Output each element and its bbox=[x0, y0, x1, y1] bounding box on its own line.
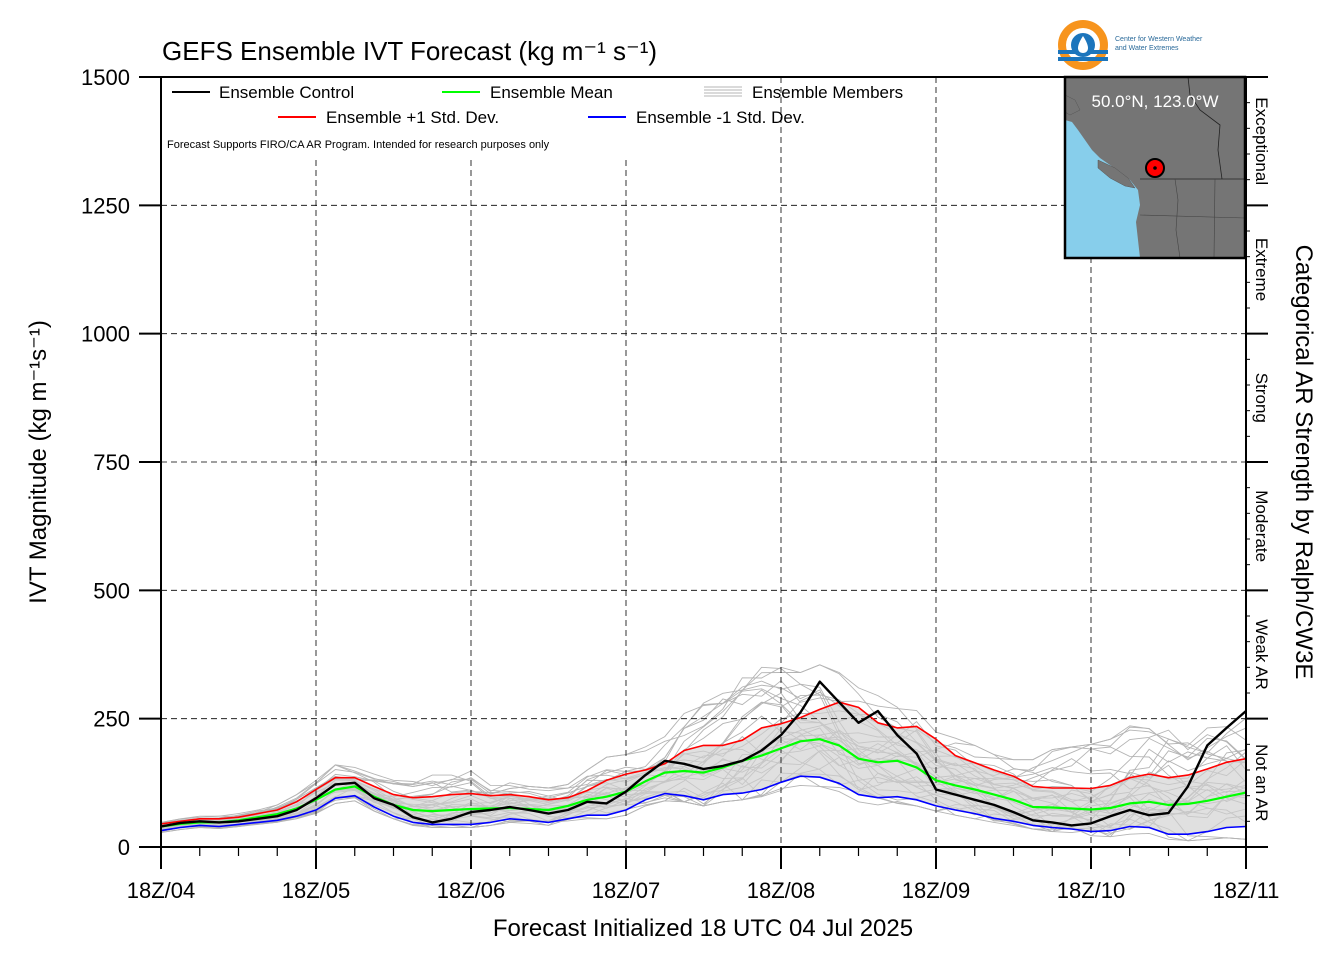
legend-label-mean: Ensemble Mean bbox=[490, 83, 613, 102]
right-axis-title: Categorical AR Strength by Ralph/CW3E bbox=[1290, 245, 1317, 680]
x-tick-label: 18Z/07 bbox=[592, 878, 661, 903]
inset-map-state-line bbox=[1174, 178, 1181, 259]
grid-lines bbox=[161, 77, 1246, 847]
category-label: Moderate bbox=[1252, 490, 1271, 562]
legend-label-minus-std: Ensemble -1 Std. Dev. bbox=[636, 108, 805, 127]
plus-std-line bbox=[160, 701, 1247, 825]
category-label: Exceptional bbox=[1252, 97, 1271, 185]
inset-map-state-line-3 bbox=[1139, 214, 1246, 219]
inset-map-province-line bbox=[1187, 76, 1223, 180]
disclaimer-note: Forecast Supports FIRO/CA AR Program. In… bbox=[167, 139, 550, 151]
y-tick-label: 750 bbox=[93, 450, 130, 475]
x-tick-label: 18Z/04 bbox=[127, 878, 196, 903]
inset-map-frame bbox=[1063, 75, 1247, 260]
inset-map-ocean bbox=[1065, 120, 1140, 258]
series-lines bbox=[160, 680, 1247, 836]
x-tick-label: 18Z/11 bbox=[1213, 878, 1280, 903]
ensemble-member-line bbox=[160, 666, 1247, 827]
inset-map: 50.0°N, 123.0°W bbox=[1063, 75, 1247, 260]
y-axis: 0 250 500 750 1000 1250 1500 bbox=[81, 65, 1250, 860]
legend-label-plus-std: Ensemble +1 Std. Dev. bbox=[326, 108, 499, 127]
legend: Ensemble Control Ensemble Mean Ensemble … bbox=[167, 83, 903, 151]
location-marker-center bbox=[1153, 166, 1157, 170]
ensemble-control-line bbox=[160, 680, 1247, 828]
minus-std-line bbox=[160, 775, 1247, 836]
category-axis: Not an AR Weak AR Moderate Strong Extreme Exc… bbox=[1246, 76, 1271, 848]
inset-map-state-line-2 bbox=[1213, 178, 1216, 259]
logo-text-line2: and Water Extremes bbox=[1115, 45, 1179, 52]
category-label: Weak AR bbox=[1252, 619, 1271, 690]
cw3e-logo: Center for Western Weather and Water Ext… bbox=[1058, 20, 1203, 70]
logo-text-line1: Center for Western Weather bbox=[1115, 36, 1203, 43]
category-label: Strong bbox=[1252, 373, 1271, 423]
inset-map-location-label: 50.0°N, 123.0°W bbox=[1092, 92, 1219, 111]
ensemble-mean-line bbox=[160, 738, 1247, 828]
x-axis-title: Forecast Initialized 18 UTC 04 Jul 2025 bbox=[493, 915, 913, 942]
x-tick-label: 18Z/06 bbox=[437, 878, 506, 903]
y-tick-label: 250 bbox=[93, 707, 130, 732]
legend-swatch-members bbox=[704, 86, 742, 97]
y-tick-label: 0 bbox=[118, 835, 130, 860]
y-tick-label: 1000 bbox=[81, 322, 130, 347]
y-tick-label: 500 bbox=[93, 578, 130, 603]
ensemble-member-line bbox=[160, 664, 1247, 824]
x-tick-label: 18Z/05 bbox=[282, 878, 351, 903]
category-label: Not an AR bbox=[1252, 744, 1271, 822]
y-tick-label: 1500 bbox=[81, 65, 130, 90]
x-tick-label: 18Z/10 bbox=[1057, 878, 1126, 903]
y-axis-title: IVT Magnitude (kg m⁻¹s⁻¹) bbox=[25, 320, 52, 604]
y-tick-label: 1250 bbox=[81, 193, 130, 218]
legend-label-members: Ensemble Members bbox=[752, 83, 903, 102]
legend-label-control: Ensemble Control bbox=[219, 83, 354, 102]
plot-area bbox=[160, 76, 1247, 848]
category-label: Extreme bbox=[1252, 238, 1271, 301]
chart-title: GEFS Ensemble IVT Forecast (kg m⁻¹ s⁻¹) bbox=[162, 36, 657, 66]
x-tick-label: 18Z/09 bbox=[902, 878, 971, 903]
x-axis: 18Z/04 18Z/05 18Z/06 18Z/07 18Z/08 18Z/09 18Z/… bbox=[127, 847, 1280, 903]
x-tick-label: 18Z/08 bbox=[747, 878, 816, 903]
inset-map-island bbox=[1097, 159, 1136, 189]
ensemble-member-line bbox=[160, 680, 1247, 827]
